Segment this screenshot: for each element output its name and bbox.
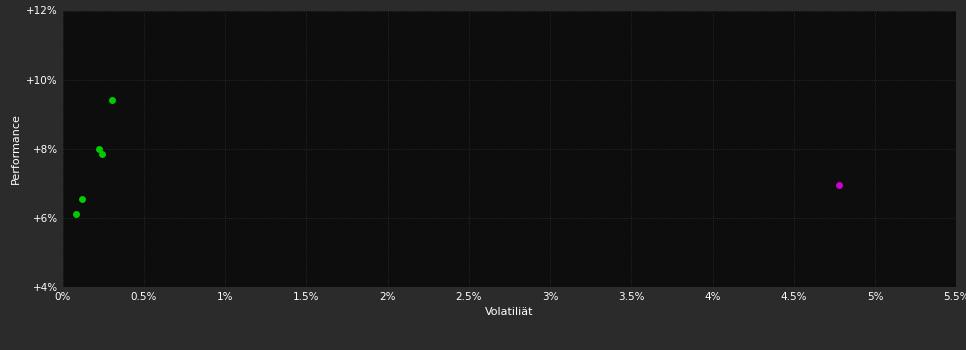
Y-axis label: Performance: Performance (11, 113, 20, 184)
X-axis label: Volatiliät: Volatiliät (485, 307, 534, 317)
